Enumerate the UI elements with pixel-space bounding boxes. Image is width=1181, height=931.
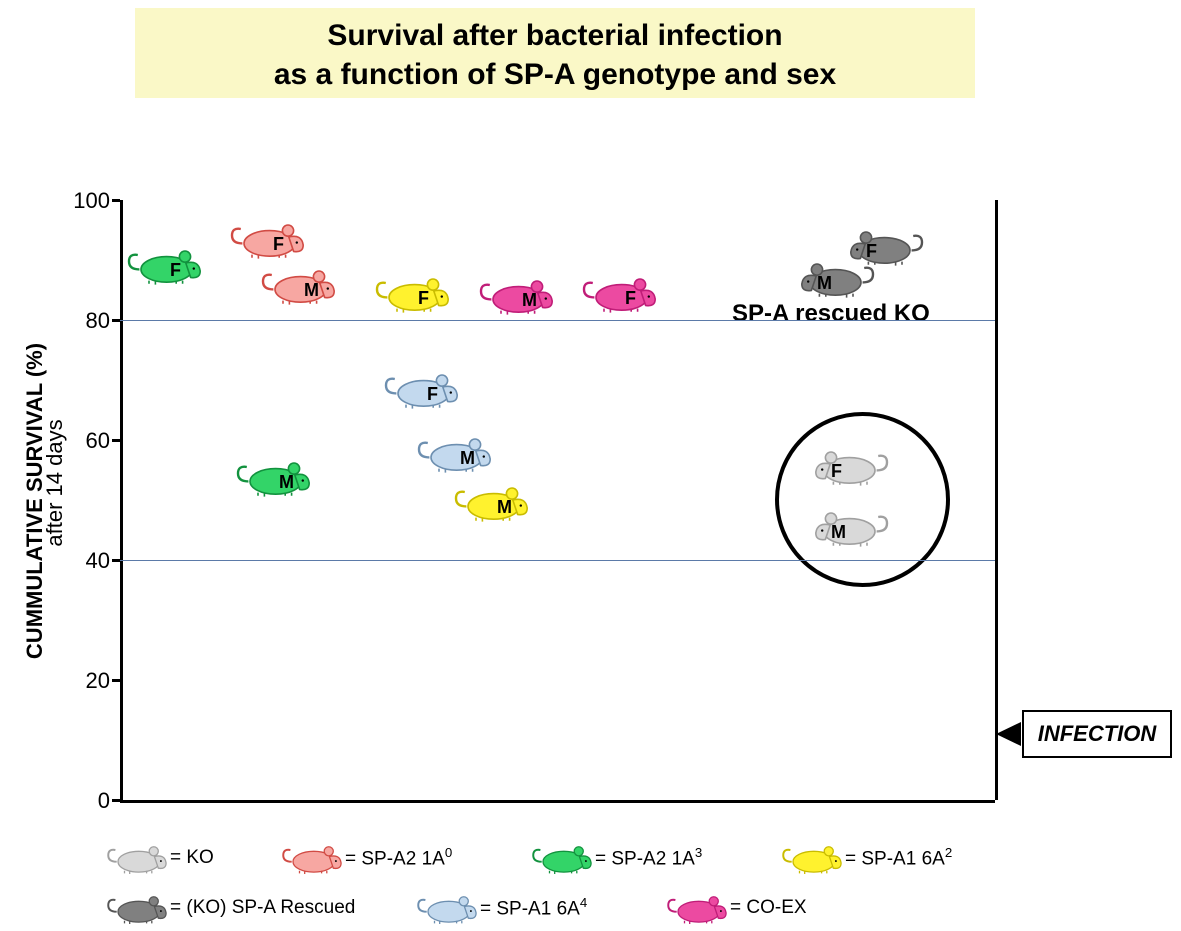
mouse-sex-label: F bbox=[427, 384, 438, 405]
legend-mouse-icon bbox=[780, 837, 845, 879]
infection-label: INFECTION bbox=[1038, 721, 1157, 747]
y-tick-mark bbox=[112, 319, 120, 322]
mouse-icon bbox=[580, 266, 660, 316]
legend-item: = CO-EX bbox=[665, 887, 807, 929]
mouse-icon bbox=[125, 238, 205, 288]
axis-line bbox=[120, 800, 995, 803]
legend-label: = (KO) SP-A Rescued bbox=[170, 897, 355, 919]
mouse-icon bbox=[259, 258, 339, 308]
mouse-sex-label: M bbox=[817, 273, 832, 294]
y-axis-sublabel: after 14 days bbox=[42, 393, 68, 573]
legend-mouse-icon bbox=[105, 837, 170, 879]
y-tick-label: 20 bbox=[70, 668, 110, 694]
mouse-icon bbox=[373, 266, 453, 316]
figure-title: Survival after bacterial infection as a … bbox=[135, 8, 975, 98]
mouse-sex-label: M bbox=[497, 497, 512, 518]
mouse-sex-label: F bbox=[273, 234, 284, 255]
mouse-sex-label: M bbox=[279, 472, 294, 493]
infection-arrow bbox=[996, 722, 1021, 746]
legend-label: = KO bbox=[170, 847, 214, 869]
mouse-icon bbox=[811, 500, 891, 550]
infection-label-box: INFECTION bbox=[1022, 710, 1172, 758]
legend-item: = SP-A1 6A4 bbox=[415, 887, 587, 929]
y-tick-label: 40 bbox=[70, 548, 110, 574]
mouse-icon bbox=[228, 212, 308, 262]
y-tick-label: 100 bbox=[70, 188, 110, 214]
y-tick-label: 0 bbox=[70, 788, 110, 814]
mouse-sex-label: F bbox=[831, 461, 842, 482]
mouse-icon bbox=[382, 362, 462, 412]
mouse-sex-label: M bbox=[522, 290, 537, 311]
legend-mouse-icon bbox=[415, 887, 480, 929]
mouse-icon bbox=[452, 475, 532, 525]
gridline bbox=[120, 320, 995, 321]
legend-item: = SP-A2 1A3 bbox=[530, 837, 702, 879]
mouse-icon bbox=[477, 268, 557, 318]
mouse-icon bbox=[234, 450, 314, 500]
y-tick-label: 60 bbox=[70, 428, 110, 454]
legend-label: = SP-A2 1A3 bbox=[595, 845, 702, 870]
mouse-sex-label: M bbox=[831, 522, 846, 543]
mouse-sex-label: M bbox=[460, 448, 475, 469]
legend-label: = SP-A2 1A0 bbox=[345, 845, 452, 870]
axis-line bbox=[995, 200, 998, 800]
legend-mouse-icon bbox=[530, 837, 595, 879]
legend-item: = SP-A1 6A2 bbox=[780, 837, 952, 879]
legend-label: = CO-EX bbox=[730, 897, 807, 919]
legend-mouse-icon bbox=[105, 887, 170, 929]
mouse-sex-label: F bbox=[625, 288, 636, 309]
mouse-sex-label: M bbox=[304, 280, 319, 301]
legend-mouse-icon bbox=[280, 837, 345, 879]
title-line1: Survival after bacterial infection bbox=[327, 19, 782, 52]
mouse-icon bbox=[415, 426, 495, 476]
rescued-annotation: SP-A rescued KO bbox=[732, 300, 930, 328]
y-tick-mark bbox=[112, 679, 120, 682]
y-tick-label: 80 bbox=[70, 308, 110, 334]
y-tick-mark bbox=[112, 799, 120, 802]
axis-line bbox=[120, 200, 123, 800]
legend-label: = SP-A1 6A4 bbox=[480, 895, 587, 920]
y-tick-mark bbox=[112, 199, 120, 202]
legend-item: = KO bbox=[105, 837, 214, 879]
legend-item: = SP-A2 1A0 bbox=[280, 837, 452, 879]
legend-item: = (KO) SP-A Rescued bbox=[105, 887, 355, 929]
legend-label: = SP-A1 6A2 bbox=[845, 845, 952, 870]
y-tick-mark bbox=[112, 559, 120, 562]
gridline bbox=[120, 560, 995, 561]
mouse-sex-label: F bbox=[170, 260, 181, 281]
y-tick-mark bbox=[112, 439, 120, 442]
mouse-sex-label: F bbox=[418, 288, 429, 309]
mouse-icon bbox=[797, 251, 877, 301]
mouse-icon bbox=[811, 439, 891, 489]
legend-mouse-icon bbox=[665, 887, 730, 929]
title-line2: as a function of SP-A genotype and sex bbox=[274, 58, 836, 91]
